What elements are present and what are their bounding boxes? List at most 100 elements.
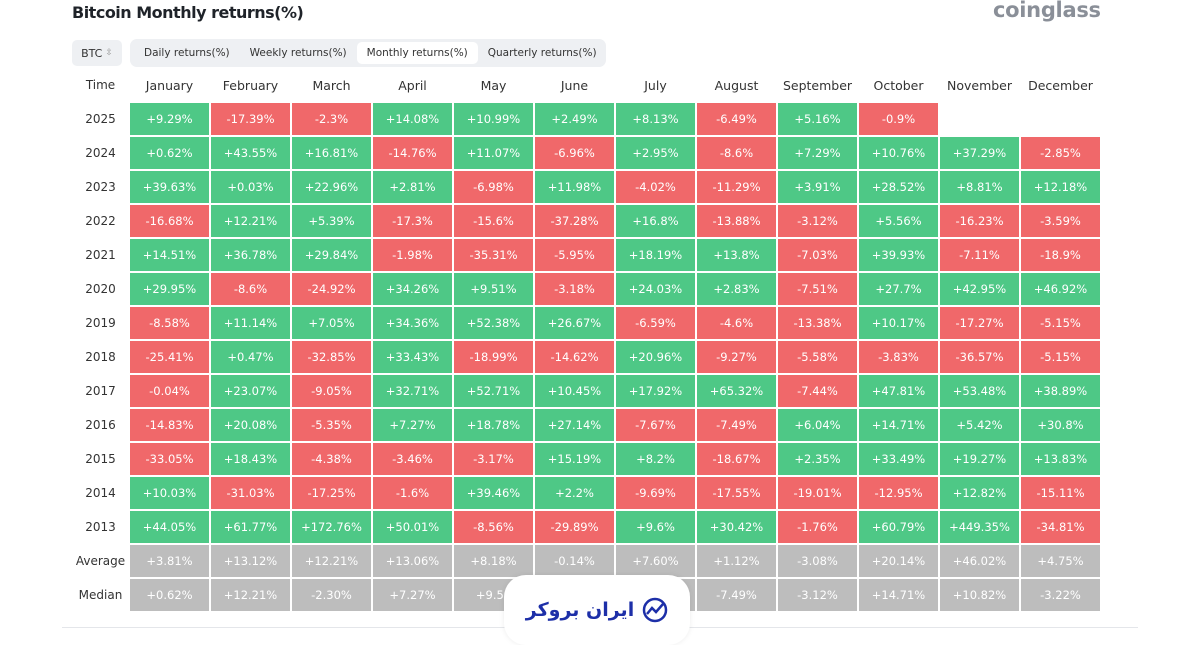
return-cell: +6.04% <box>778 409 857 441</box>
watermark: ایران بروکر <box>504 575 690 645</box>
return-cell: +33.49% <box>859 443 938 475</box>
return-cell: +11.07% <box>454 137 533 169</box>
return-cell: +15.19% <box>535 443 614 475</box>
year-label: 2018 <box>85 350 116 364</box>
return-cell: -4.6% <box>697 307 776 339</box>
return-cell: +42.95% <box>940 273 1019 305</box>
return-cell: +0.62% <box>130 137 209 169</box>
year-label: 2024 <box>85 146 116 160</box>
return-cell: -7.44% <box>778 375 857 407</box>
return-cell: -18.99% <box>454 341 533 373</box>
return-cell: +2.83% <box>697 273 776 305</box>
table-row: 2019 -8.58% +11.14% +7.05% +34.36% +52.38% +26… <box>72 306 1101 340</box>
return-cell: -4.02% <box>616 171 695 203</box>
return-cell: +34.36% <box>373 307 452 339</box>
return-cell: +18.19% <box>616 239 695 271</box>
return-cell: +26.67% <box>535 307 614 339</box>
return-cell: -5.15% <box>1021 307 1100 339</box>
return-cell: -8.56% <box>454 511 533 543</box>
return-cell: -36.57% <box>940 341 1019 373</box>
return-cell: +60.79% <box>859 511 938 543</box>
return-cell: -3.17% <box>454 443 533 475</box>
return-cell: +5.42% <box>940 409 1019 441</box>
return-cell: -7.11% <box>940 239 1019 271</box>
return-cell: +39.63% <box>130 171 209 203</box>
return-cell: -16.68% <box>130 205 209 237</box>
return-cell: +10.45% <box>535 375 614 407</box>
table-row: 2013 +44.05% +61.77% +172.76% +50.01% -8.56% -… <box>72 510 1101 544</box>
year-label: 2013 <box>85 520 116 534</box>
return-cell: +34.26% <box>373 273 452 305</box>
time-header: Time <box>85 78 116 92</box>
month-header: January <box>145 77 194 93</box>
return-cell: +46.92% <box>1021 273 1100 305</box>
return-cell: -18.67% <box>697 443 776 475</box>
return-cell: -24.92% <box>292 273 371 305</box>
table-row: 2021 +14.51% +36.78% +29.84% -1.98% -35.31% -5… <box>72 238 1101 272</box>
chart-growth-icon <box>642 597 668 623</box>
return-cell: +172.76% <box>292 511 371 543</box>
return-cell: -9.69% <box>616 477 695 509</box>
return-cell: -0.9% <box>859 103 938 135</box>
coinglass-logo: coinglass <box>993 0 1101 22</box>
summary-cell: +8.18% <box>454 545 533 577</box>
return-cell: +52.71% <box>454 375 533 407</box>
return-cell: +9.6% <box>616 511 695 543</box>
return-cell: -17.27% <box>940 307 1019 339</box>
return-cell: +23.07% <box>211 375 290 407</box>
return-cell: +37.29% <box>940 137 1019 169</box>
return-cell: +11.98% <box>535 171 614 203</box>
return-cell: +20.96% <box>616 341 695 373</box>
return-cell: -2.3% <box>292 103 371 135</box>
return-cell: +65.32% <box>697 375 776 407</box>
return-cell: +7.29% <box>778 137 857 169</box>
summary-cell: -3.22% <box>1021 579 1100 611</box>
return-cell: +3.91% <box>778 171 857 203</box>
return-cell: -9.05% <box>292 375 371 407</box>
year-label: 2017 <box>85 384 116 398</box>
table-header-row: Time January February March April May June July… <box>72 68 1101 102</box>
return-cell: +43.55% <box>211 137 290 169</box>
return-cell: +2.81% <box>373 171 452 203</box>
return-cell: -1.98% <box>373 239 452 271</box>
summary-row: Average +3.81% +13.12% +12.21% +13.06% +8.18%… <box>72 544 1101 578</box>
return-cell: +53.48% <box>940 375 1019 407</box>
return-cell: -3.12% <box>778 205 857 237</box>
return-cell: +12.21% <box>211 205 290 237</box>
return-cell: +27.14% <box>535 409 614 441</box>
return-cell: +38.89% <box>1021 375 1100 407</box>
summary-cell: +12.21% <box>211 579 290 611</box>
month-header: December <box>1028 77 1093 93</box>
return-cell: +27.7% <box>859 273 938 305</box>
return-cell: -14.83% <box>130 409 209 441</box>
tab-daily-returns[interactable]: Daily returns(%) <box>144 47 230 59</box>
return-cell: -12.95% <box>859 477 938 509</box>
summary-cell: -3.08% <box>778 545 857 577</box>
return-cell: +19.27% <box>940 443 1019 475</box>
return-cell: +7.27% <box>373 409 452 441</box>
coin-select[interactable]: BTC ⇳ <box>72 40 122 66</box>
return-cell: +449.35% <box>940 511 1019 543</box>
return-cell: -5.15% <box>1021 341 1100 373</box>
tab-quarterly-returns[interactable]: Quarterly returns(%) <box>487 47 597 59</box>
return-cell: -16.23% <box>940 205 1019 237</box>
return-cell: -0.04% <box>130 375 209 407</box>
return-cell: -1.6% <box>373 477 452 509</box>
table-row: 2022 -16.68% +12.21% +5.39% -17.3% -15.6% -37.… <box>72 204 1101 238</box>
summary-cell: +20.14% <box>859 545 938 577</box>
return-cell: -11.29% <box>697 171 776 203</box>
return-cell: +32.71% <box>373 375 452 407</box>
return-cell: -8.58% <box>130 307 209 339</box>
return-cell: -13.38% <box>778 307 857 339</box>
return-cell: +14.71% <box>859 409 938 441</box>
tab-monthly-returns[interactable]: Monthly returns(%) <box>356 42 478 64</box>
return-cell: +11.14% <box>211 307 290 339</box>
return-cell: +47.81% <box>859 375 938 407</box>
month-header: July <box>644 77 667 93</box>
tab-weekly-returns[interactable]: Weekly returns(%) <box>249 47 347 59</box>
return-cell: +10.99% <box>454 103 533 135</box>
return-cell: -34.81% <box>1021 511 1100 543</box>
summary-cell: +10.82% <box>940 579 1019 611</box>
table-row: 2018 -25.41% +0.47% -32.85% +33.43% -18.99% -1… <box>72 340 1101 374</box>
table-row: 2023 +39.63% +0.03% +22.96% +2.81% -6.98% +11.… <box>72 170 1101 204</box>
